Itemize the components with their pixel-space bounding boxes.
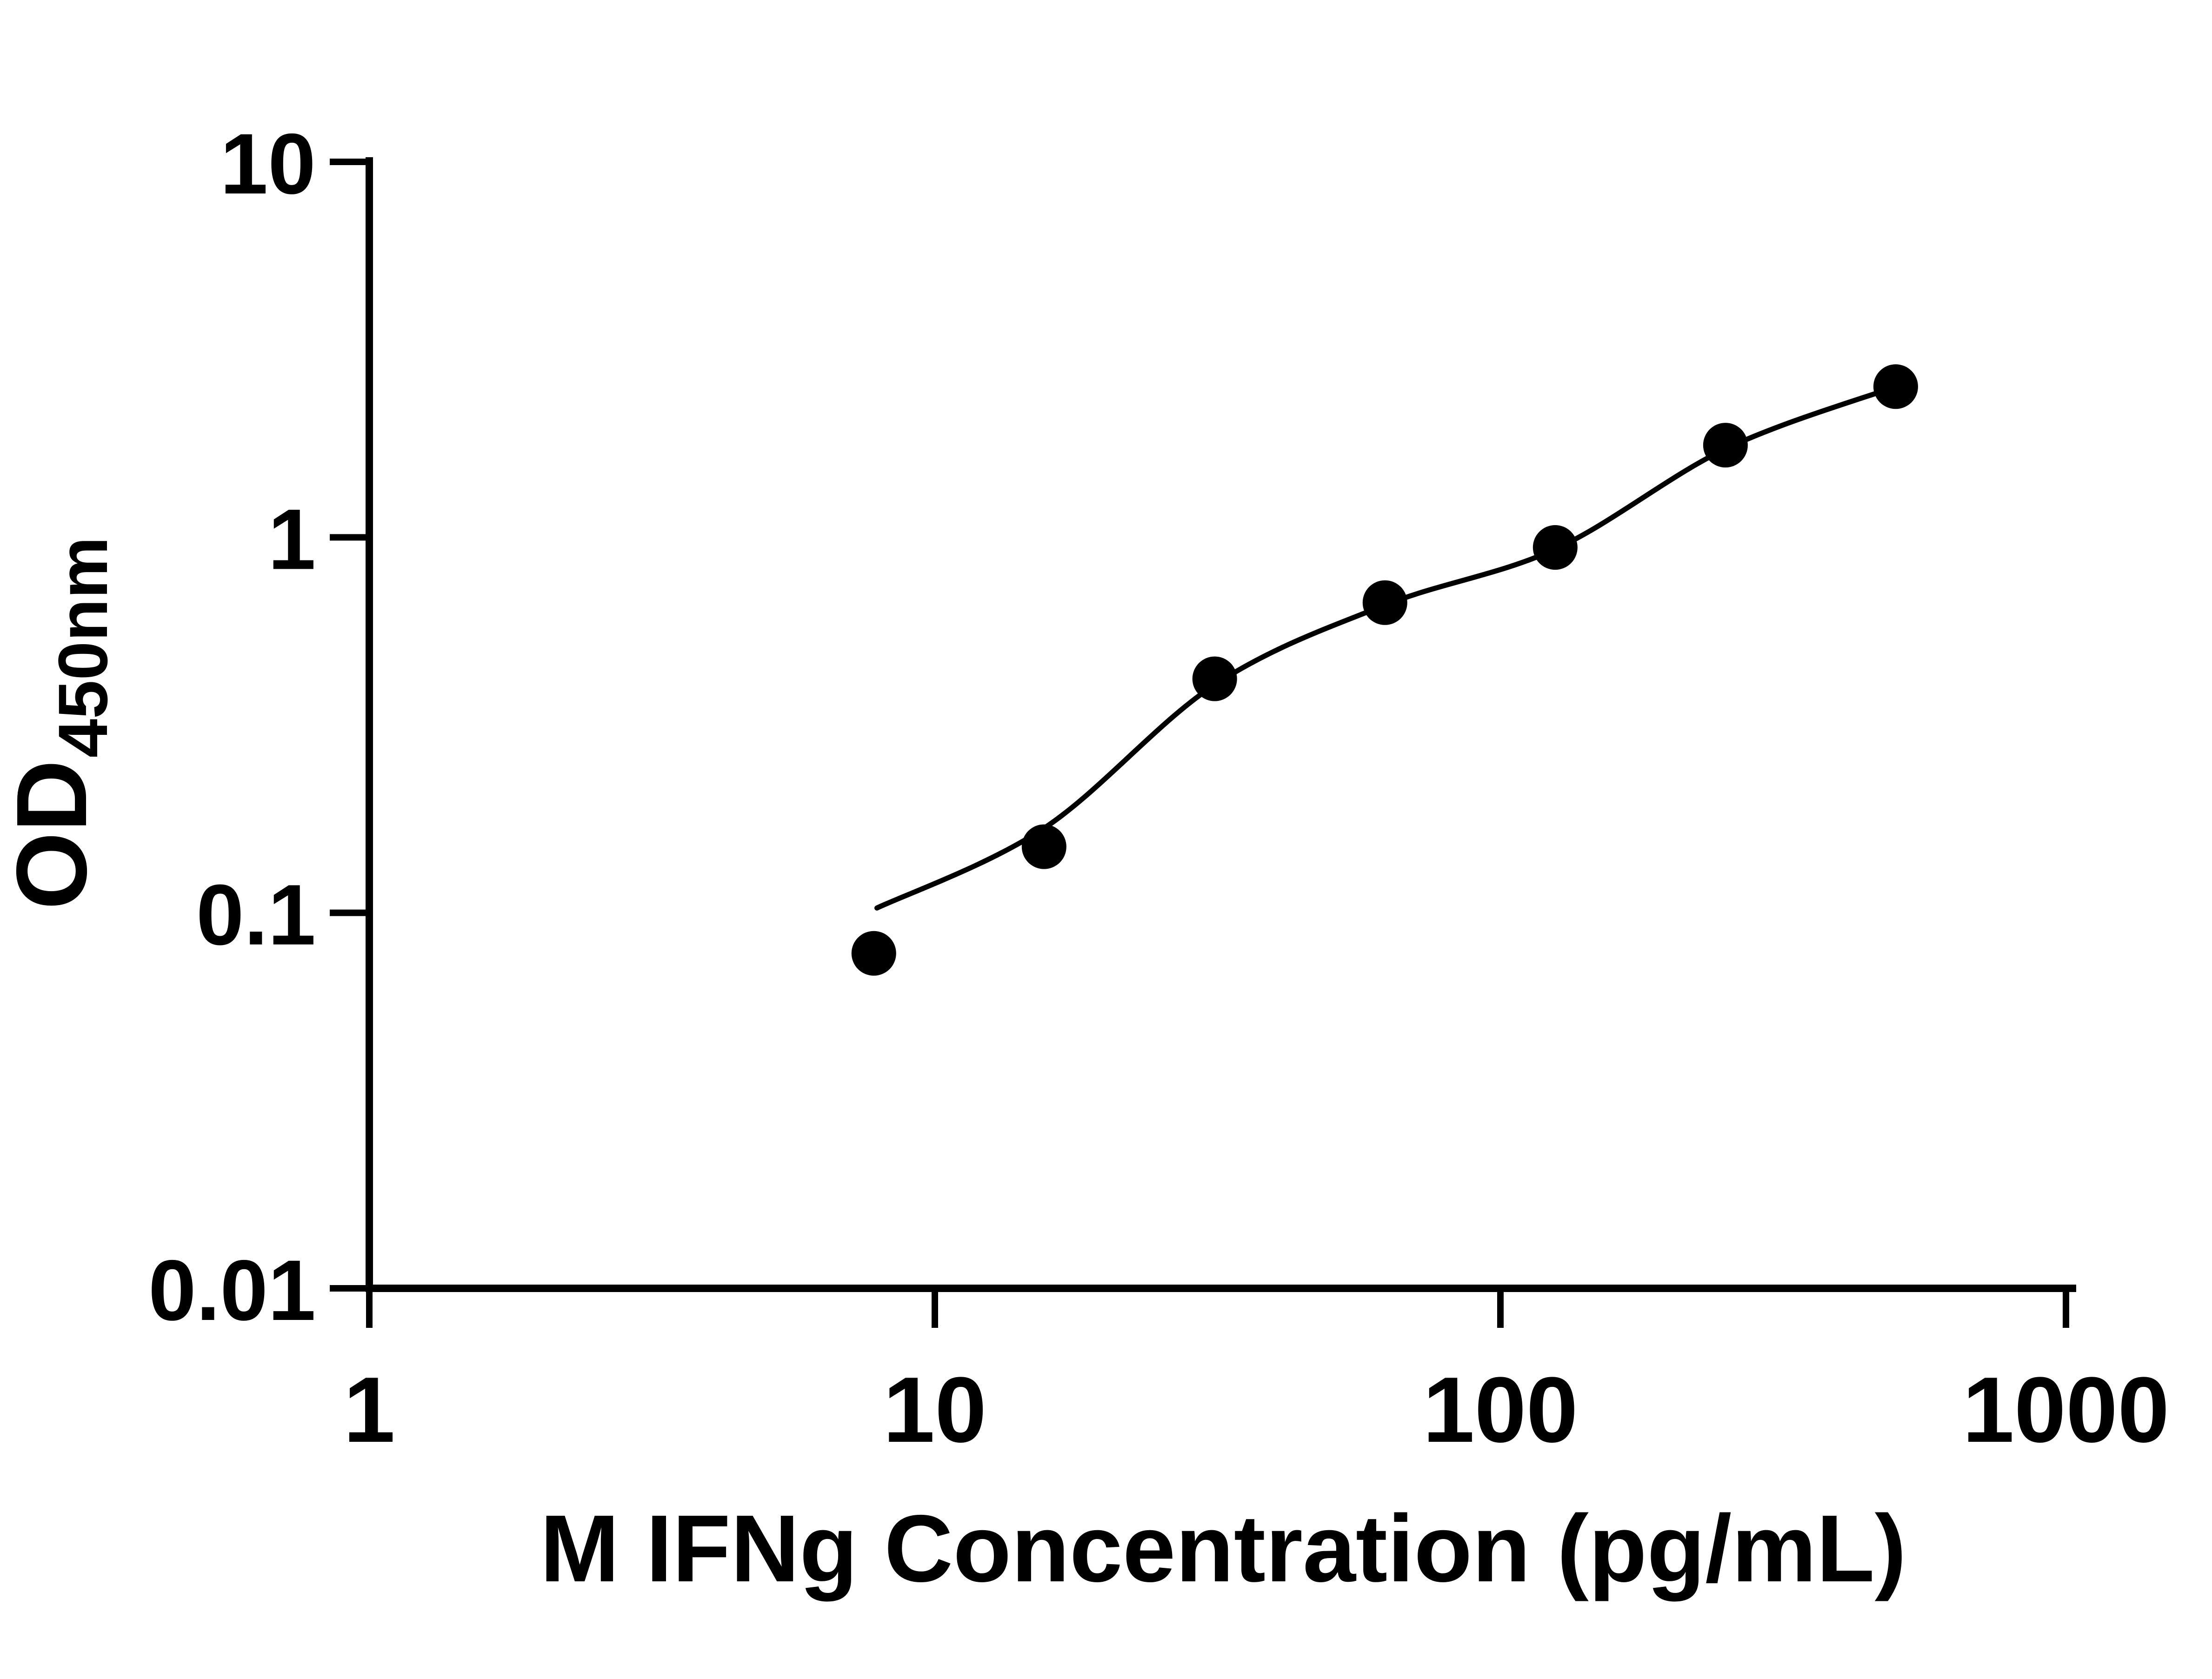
tick-labels-layer: 1 10 100 1000 0.01 0.1 1 10 [148,116,2170,1462]
x-axis-title: M IFNg Concentration (pg/mL) [540,1495,1906,1602]
data-point-marker [1192,656,1237,701]
data-point-marker [1021,824,1066,869]
x-tick-label: 1 [343,1358,395,1462]
y-tick-label: 0.01 [148,1243,316,1339]
y-axis-title-subscript: 450nm [44,537,122,758]
y-tick-label: 0.1 [196,867,316,963]
data-point-marker [1532,525,1578,570]
data-point-marker [1703,423,1748,468]
y-axis-title-main: OD [0,760,107,910]
y-axis-title: OD 450nm [0,537,122,910]
x-tick-label: 10 [883,1358,986,1462]
x-tick-label: 100 [1423,1358,1578,1462]
axes-layer [366,157,2076,1292]
points-layer [851,364,1918,976]
y-tick-label: 1 [268,492,316,587]
x-tick-label: 1000 [1963,1358,2170,1462]
y-tick-label: 10 [220,116,316,212]
data-point-marker [1362,580,1407,625]
data-point-marker [851,931,896,976]
ticks-layer [330,159,2069,1328]
data-point-marker [1873,364,1918,409]
